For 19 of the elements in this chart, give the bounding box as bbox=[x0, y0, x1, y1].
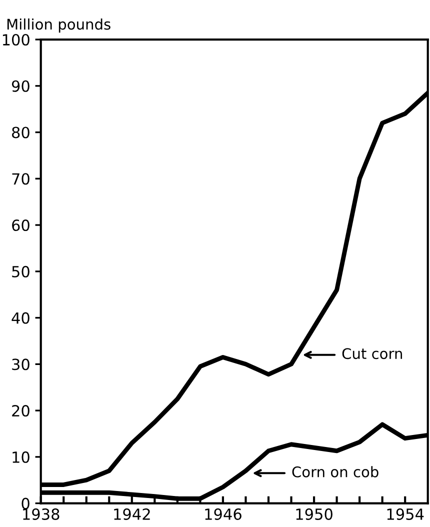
y-tick-label: 40 bbox=[12, 312, 30, 324]
x-tick-label: 1954 bbox=[387, 508, 424, 520]
y-tick-label: 100 bbox=[2, 34, 30, 46]
y-tick-label: 20 bbox=[12, 405, 30, 417]
y-tick-label: 90 bbox=[12, 80, 30, 92]
x-tick-label: 1946 bbox=[205, 508, 242, 520]
legend-label: Corn on cob bbox=[292, 466, 378, 478]
y-tick-label: 70 bbox=[12, 173, 30, 185]
legend-label: Cut corn bbox=[342, 348, 402, 360]
x-tick-label: 1942 bbox=[114, 508, 150, 520]
y-tick-label: 30 bbox=[12, 358, 30, 370]
y-tick-label: 80 bbox=[12, 126, 30, 138]
x-tick-label: 1950 bbox=[296, 508, 332, 520]
y-tick-label: 0 bbox=[22, 498, 30, 510]
y-tick-label: 10 bbox=[12, 451, 30, 463]
y-axis-title: Million pounds bbox=[7, 18, 110, 33]
x-tick-label: 1938 bbox=[23, 508, 60, 520]
y-tick-label: 50 bbox=[12, 266, 30, 278]
y-tick-label: 60 bbox=[12, 219, 30, 232]
